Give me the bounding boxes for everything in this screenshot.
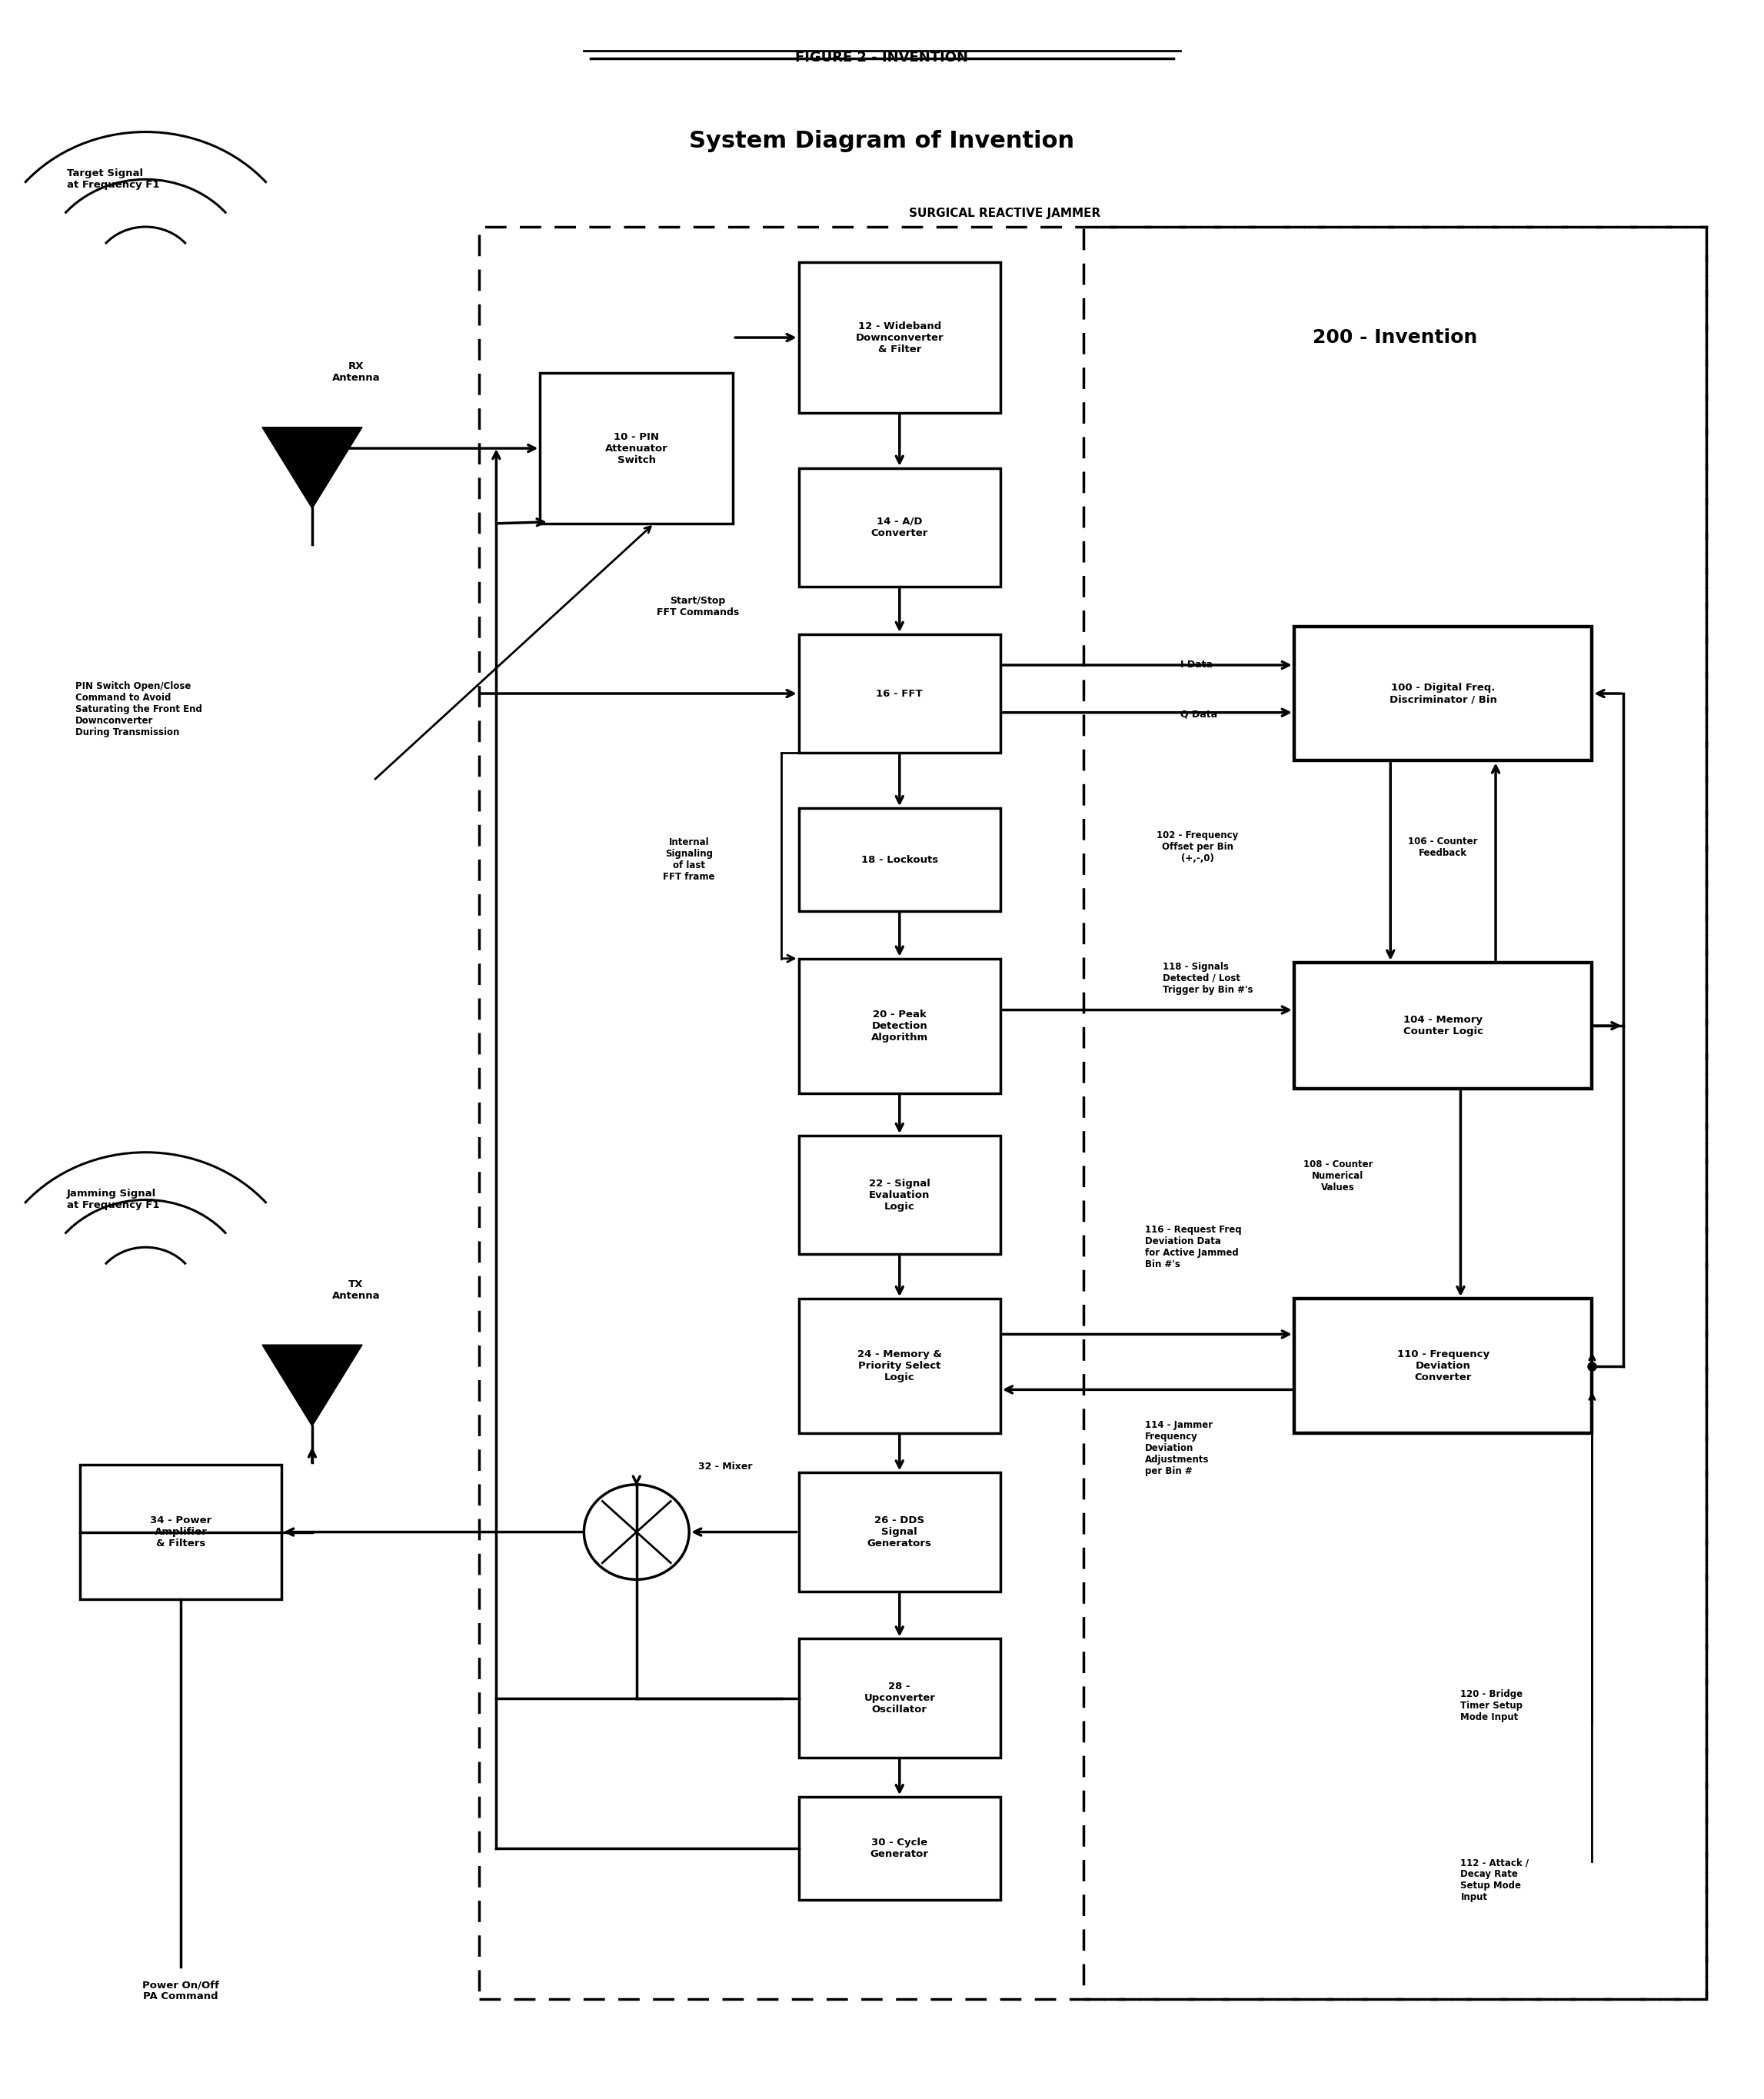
Text: System Diagram of Invention: System Diagram of Invention [690,130,1074,153]
Text: 114 - Jammer
Frequency
Deviation
Adjustments
per Bin #: 114 - Jammer Frequency Deviation Adjustm… [1145,1421,1214,1476]
Text: 102 - Frequency
Offset per Bin
(+,-,0): 102 - Frequency Offset per Bin (+,-,0) [1157,831,1238,863]
Text: 112 - Attack /
Decay Rate
Setup Mode
Input: 112 - Attack / Decay Rate Setup Mode Inp… [1461,1858,1529,1902]
Bar [1295,963,1593,1089]
Bar [1083,227,1706,1998]
Text: 16 - FFT: 16 - FFT [877,688,923,699]
Text: FIGURE 2 - INVENTION: FIGURE 2 - INVENTION [796,50,968,65]
Text: 34 - Power
Amplifier
& Filters: 34 - Power Amplifier & Filters [150,1515,212,1549]
Text: 26 - DDS
Signal
Generators: 26 - DDS Signal Generators [868,1515,931,1549]
Text: RX
Antenna: RX Antenna [332,361,379,384]
Text: Internal
Signaling
of last
FFT frame: Internal Signaling of last FFT frame [663,838,714,882]
Text: 116 - Request Freq
Deviation Data
for Active Jammed
Bin #'s: 116 - Request Freq Deviation Data for Ac… [1145,1226,1242,1270]
Bar [799,468,1000,588]
Text: 118 - Signals
Detected / Lost
Trigger by Bin #'s: 118 - Signals Detected / Lost Trigger by… [1162,961,1252,995]
Bar [799,808,1000,911]
Text: 28 -
Upconverter
Oscillator: 28 - Upconverter Oscillator [864,1681,935,1715]
Polygon shape [263,1345,362,1425]
Bar [540,374,734,523]
Text: 106 - Counter
Feedback: 106 - Counter Feedback [1408,835,1478,858]
Text: 30 - Cycle
Generator: 30 - Cycle Generator [870,1839,930,1860]
Text: 18 - Lockouts: 18 - Lockouts [861,854,938,865]
Text: 108 - Counter
Numerical
Values: 108 - Counter Numerical Values [1304,1159,1372,1192]
Bar [478,227,1706,1998]
Text: 200 - Invention: 200 - Invention [1312,327,1476,346]
Text: 14 - A/D
Converter: 14 - A/D Converter [871,516,928,537]
Text: Jamming Signal
at Frequency F1: Jamming Signal at Frequency F1 [67,1188,159,1211]
Bar [799,1136,1000,1255]
Text: 32 - Mixer: 32 - Mixer [699,1461,751,1471]
Text: Q Data: Q Data [1180,709,1217,720]
Text: 110 - Frequency
Deviation
Converter: 110 - Frequency Deviation Converter [1397,1350,1489,1383]
Text: 10 - PIN
Attenuator
Switch: 10 - PIN Attenuator Switch [605,432,669,464]
Text: TX
Antenna: TX Antenna [332,1278,379,1301]
Text: 22 - Signal
Evaluation
Logic: 22 - Signal Evaluation Logic [870,1178,930,1211]
Bar [799,1473,1000,1591]
Text: PIN Switch Open/Close
Command to Avoid
Saturating the Front End
Downconverter
Du: PIN Switch Open/Close Command to Avoid S… [76,682,203,737]
Text: Target Signal
at Frequency F1: Target Signal at Frequency F1 [67,168,159,191]
Polygon shape [263,428,362,508]
Text: 120 - Bridge
Timer Setup
Mode Input: 120 - Bridge Timer Setup Mode Input [1461,1690,1522,1723]
Bar [1295,1299,1593,1434]
Text: Power On/Off
PA Command: Power On/Off PA Command [143,1979,219,2002]
Bar [799,634,1000,754]
Bar [79,1465,282,1599]
Text: I Data: I Data [1180,659,1212,670]
Bar [799,1299,1000,1434]
Bar [1295,626,1593,760]
Bar [799,1639,1000,1757]
Bar [799,959,1000,1094]
Text: 100 - Digital Freq.
Discriminator / Bin: 100 - Digital Freq. Discriminator / Bin [1390,682,1498,705]
Text: SURGICAL REACTIVE JAMMER: SURGICAL REACTIVE JAMMER [908,208,1101,218]
Text: 104 - Memory
Counter Logic: 104 - Memory Counter Logic [1402,1016,1484,1037]
Text: 24 - Memory &
Priority Select
Logic: 24 - Memory & Priority Select Logic [857,1350,942,1383]
Text: 20 - Peak
Detection
Algorithm: 20 - Peak Detection Algorithm [871,1010,928,1043]
Text: 12 - Wideband
Downconverter
& Filter: 12 - Wideband Downconverter & Filter [856,321,944,355]
Bar [799,1797,1000,1900]
Text: Start/Stop
FFT Commands: Start/Stop FFT Commands [656,596,739,617]
Bar [799,262,1000,414]
